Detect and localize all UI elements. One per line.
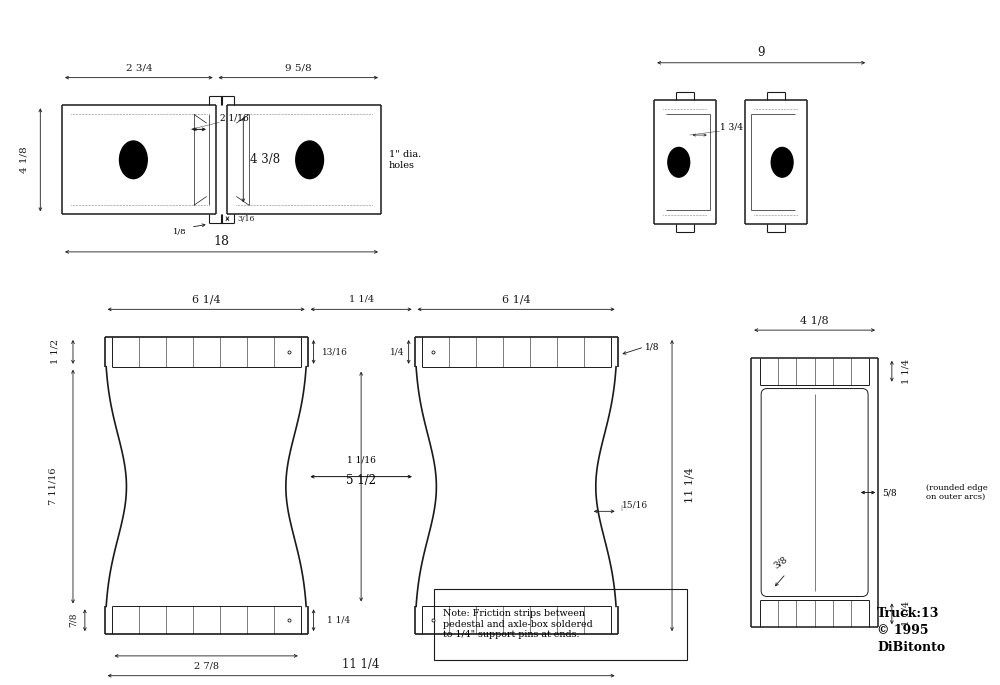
Text: 2 1/16: 2 1/16: [220, 114, 248, 123]
Text: 1 1/4: 1 1/4: [902, 359, 911, 384]
Text: 1 1/4: 1 1/4: [349, 295, 374, 304]
Text: 15/16: 15/16: [622, 501, 648, 510]
Text: 7 11/16: 7 11/16: [49, 468, 58, 506]
Text: 4 3/8: 4 3/8: [250, 153, 280, 166]
Text: 4 1/8: 4 1/8: [800, 315, 829, 325]
Ellipse shape: [668, 147, 690, 177]
Text: 6 1/4: 6 1/4: [192, 295, 220, 304]
Bar: [434, 588, 687, 660]
Text: 7/8: 7/8: [68, 613, 77, 627]
Text: 6 1/4: 6 1/4: [502, 295, 530, 304]
Text: Note: Friction strips between
pedestal and axle-box soldered
to 1/4" support pin: Note: Friction strips between pedestal a…: [443, 609, 593, 639]
Text: 3/16: 3/16: [237, 214, 255, 223]
Text: 9 5/8: 9 5/8: [285, 63, 312, 72]
Text: 1/8: 1/8: [173, 228, 187, 236]
Text: 5/8: 5/8: [882, 488, 897, 497]
Ellipse shape: [120, 141, 147, 179]
Text: 5 1/2: 5 1/2: [346, 474, 376, 487]
Text: 1 1/16: 1 1/16: [347, 456, 376, 465]
Text: 3/8: 3/8: [772, 555, 789, 571]
Ellipse shape: [771, 147, 793, 177]
Text: 1/4: 1/4: [390, 347, 405, 356]
Text: 1 1/4: 1 1/4: [902, 601, 911, 626]
Text: 2 7/8: 2 7/8: [194, 661, 219, 671]
Text: 1 1/2: 1 1/2: [51, 339, 60, 364]
Text: 9: 9: [757, 47, 765, 60]
Text: 1" dia.
holes: 1" dia. holes: [389, 150, 421, 169]
Text: 4 1/8: 4 1/8: [20, 147, 29, 173]
Ellipse shape: [296, 141, 323, 179]
Text: (rounded edge
on outer arcs): (rounded edge on outer arcs): [926, 484, 987, 501]
Text: 13/16: 13/16: [322, 347, 347, 356]
Text: 1 1/4: 1 1/4: [327, 616, 351, 625]
Text: 1 3/4: 1 3/4: [720, 122, 743, 131]
Text: 11 1/4: 11 1/4: [342, 658, 380, 671]
Text: 18: 18: [214, 234, 230, 247]
Text: 2 3/4: 2 3/4: [126, 63, 152, 72]
Text: 1/8: 1/8: [645, 342, 660, 351]
Text: Truck:13
© 1995
DiBitonto: Truck:13 © 1995 DiBitonto: [877, 607, 945, 653]
Text: 11 1/4: 11 1/4: [685, 468, 695, 503]
